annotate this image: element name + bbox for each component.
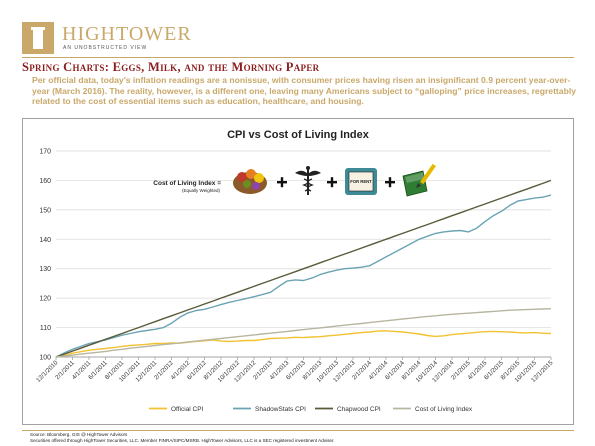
legend-label: Chapwood CPI	[337, 406, 381, 413]
header-divider	[22, 57, 574, 58]
legend-label: ShadowStats CPI	[255, 406, 306, 413]
chart-series	[55, 179, 552, 358]
chart-legend: Official CPI ShadowStats CPI Chapwood CPI C…	[149, 406, 473, 413]
y-tick-label: 170	[39, 149, 51, 156]
y-tick-label: 130	[39, 266, 51, 273]
series-line-cost-of-living-index	[55, 308, 552, 358]
y-tick-label: 150	[39, 207, 51, 214]
series-line-official-cpi	[55, 330, 552, 358]
annotation-label: Cost of Living Index =	[153, 180, 221, 187]
y-tick-label: 140	[39, 237, 51, 244]
food-produce-icon	[233, 169, 267, 194]
for-rent-sign-icon: FOR RENT	[345, 168, 377, 195]
cost-of-living-annotation: Cost of Living Index = (Equally Weighted…	[153, 163, 436, 197]
book-pencil-icon	[402, 163, 436, 197]
page-title: Spring Charts: Eggs, Milk, and the Morni…	[22, 60, 320, 74]
hightower-logo	[22, 22, 54, 54]
x-axis: 12/1/20102/1/20114/1/20116/1/20118/1/201…	[35, 357, 555, 384]
series-line-shadowstats-cpi	[55, 194, 552, 358]
y-tick-label: 120	[39, 296, 51, 303]
legend-label: Official CPI	[171, 406, 204, 413]
y-tick-label: 160	[39, 178, 51, 185]
footer-disclaimer: Securities offered through HighTower Sec…	[30, 438, 335, 443]
chart-frame: CPI vs Cost of Living Index 100 110 120 130…	[22, 118, 574, 425]
footer-source: Source: Bloomberg, GIS @ HighTower Advis…	[30, 432, 128, 437]
brand-tagline: AN UNOBSTRUCTED VIEW	[63, 45, 148, 51]
y-tick-label: 100	[39, 355, 51, 362]
plus-icon-3	[385, 177, 395, 188]
plus-icon-2	[327, 177, 337, 188]
brand-name: HIGHTOWER	[62, 23, 192, 45]
annotation-sublabel: (Equally Weighted)	[182, 188, 220, 193]
legend-label: Cost of Living Index	[415, 406, 473, 413]
cpi-chart: CPI vs Cost of Living Index 100 110 120 130…	[35, 129, 555, 413]
chart-grid	[56, 150, 551, 358]
footer-divider	[22, 430, 574, 431]
chart-title: CPI vs Cost of Living Index	[227, 129, 370, 141]
y-axis: 100 110 120 130 140 150 160 170	[39, 149, 51, 362]
intro-paragraph: Per official data, today's inflation rea…	[32, 75, 576, 107]
x-tick-label: 12/1/2010	[35, 359, 60, 384]
for-rent-text: FOR RENT	[350, 179, 372, 184]
caduceus-icon	[295, 166, 321, 195]
plus-icon-1	[277, 177, 287, 188]
series-line-chapwood-cpi	[55, 179, 552, 358]
footer: Source: Bloomberg, GIS @ HighTower Advis…	[30, 432, 335, 444]
y-tick-label: 110	[40, 325, 51, 332]
